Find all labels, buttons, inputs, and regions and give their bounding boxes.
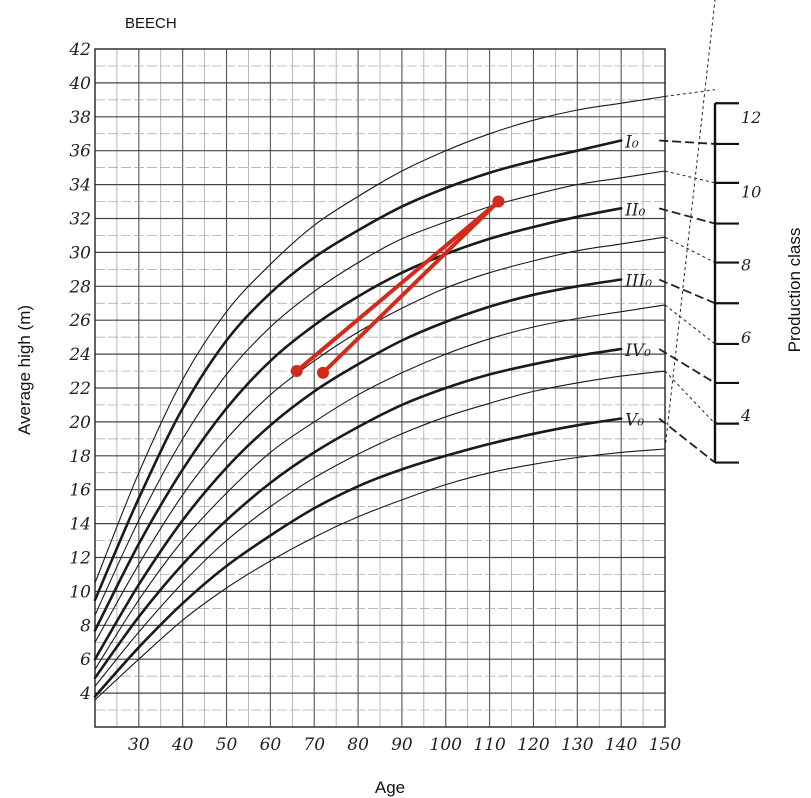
x-tick-label: 40 — [171, 735, 194, 755]
y-tick-label: 18 — [69, 447, 91, 467]
annotation-line — [294, 199, 501, 374]
class-curve — [93, 278, 623, 661]
x-tick-label: 90 — [391, 735, 413, 755]
y-tick-label: 28 — [68, 277, 91, 297]
y-tick-label: 38 — [69, 108, 91, 128]
y-tick-label: 36 — [69, 142, 91, 162]
x-tick-label: 110 — [473, 735, 506, 755]
y-axis-label: Average high (m) — [15, 305, 34, 435]
curve-extension — [658, 207, 716, 225]
production-scale: 12 10 8 6 4 — [713, 102, 761, 464]
production-class-label: Production class — [785, 228, 804, 353]
intermediate-curve — [94, 448, 666, 701]
x-tick-label: 50 — [216, 735, 238, 755]
y-tick-label: 24 — [68, 345, 91, 365]
x-tick-label: 150 — [649, 735, 682, 755]
annotation-line — [321, 199, 501, 375]
y-tick-label: 30 — [69, 243, 91, 263]
y-tick-label: 14 — [69, 515, 91, 535]
y-ticks: 4 6 8 10 12 14 16 18 20 22 24 26 28 30 32 34 36 38 40 42 — [68, 40, 91, 704]
annotation-marker — [290, 365, 303, 378]
x-ticks: 30 40 50 60 70 80 90 100 110 120 130 140 150 — [128, 735, 681, 755]
curve-extension — [659, 139, 716, 145]
class-label: I₀ — [624, 133, 639, 153]
annotations — [290, 195, 505, 379]
intermediate-curve — [94, 95, 666, 584]
y-tick-label: 8 — [80, 616, 91, 636]
intermediate-curve — [94, 304, 666, 670]
curve-extension — [664, 304, 716, 345]
x-tick-label: 120 — [517, 735, 550, 755]
class-labels: I₀ II₀ III₀ IV₀ V₀ — [624, 133, 652, 431]
chart-grid — [95, 49, 665, 727]
chart-frame — [94, 48, 666, 728]
y-tick-label: 6 — [80, 650, 91, 670]
chart-title: BEECH — [125, 15, 177, 32]
class-curve — [93, 139, 623, 602]
x-tick-label: 60 — [260, 735, 282, 755]
annotation-marker — [317, 366, 329, 379]
curve-extension — [664, 0, 716, 450]
intermediate-curve — [94, 370, 666, 687]
intermediate-curve — [94, 170, 666, 616]
y-tick-label: 12 — [69, 549, 91, 569]
y-tick-label: 32 — [69, 210, 91, 230]
curve-extension — [664, 370, 716, 424]
y-tick-label: 34 — [69, 176, 91, 196]
y-tick-label: 22 — [68, 379, 91, 399]
y-tick-label: 20 — [68, 413, 91, 433]
curve-extension — [664, 236, 716, 264]
y-tick-label: 4 — [79, 684, 91, 704]
class-label: III₀ — [624, 272, 652, 292]
x-tick-label: 80 — [347, 735, 369, 755]
extensions-group — [658, 0, 716, 464]
y-tick-label: 40 — [68, 74, 91, 94]
curve-extension — [658, 417, 716, 464]
scale-label: 6 — [741, 328, 751, 347]
x-tick-label: 130 — [561, 735, 594, 755]
class-curve — [93, 207, 623, 632]
y-tick-label: 16 — [69, 481, 91, 501]
plot-frame — [94, 48, 666, 728]
class-label: II₀ — [624, 200, 645, 220]
scale-label: 4 — [740, 406, 751, 425]
class-curve — [93, 347, 623, 680]
y-tick-label: 42 — [68, 40, 91, 60]
x-tick-label: 100 — [430, 735, 463, 755]
curves-group — [93, 95, 666, 701]
curve-extension — [658, 348, 716, 384]
curve-extension — [664, 89, 716, 97]
annotation-marker — [492, 195, 505, 208]
y-tick-label: 10 — [69, 582, 91, 602]
class-label: IV₀ — [624, 341, 651, 361]
curve-extension — [658, 278, 716, 305]
x-tick-label: 140 — [605, 735, 638, 755]
class-label: V₀ — [625, 411, 644, 431]
scale-label: 8 — [741, 255, 751, 274]
x-axis-label: Age — [375, 778, 405, 797]
intermediate-curve — [94, 236, 666, 643]
class-curve — [93, 417, 623, 698]
y-tick-label: 26 — [68, 311, 91, 331]
x-tick-label: 30 — [128, 735, 150, 755]
curve-extension — [664, 170, 716, 184]
scale-label: 10 — [741, 182, 761, 201]
scale-label: 12 — [741, 108, 761, 127]
x-tick-label: 70 — [303, 735, 325, 755]
